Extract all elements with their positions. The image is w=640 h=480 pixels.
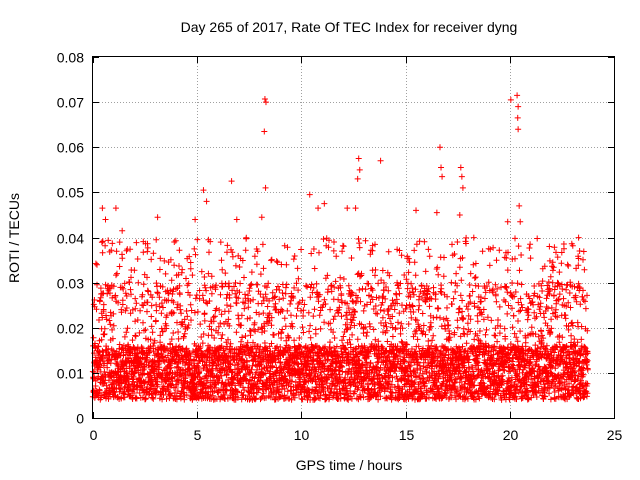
x-tick-label: 25 <box>607 427 623 443</box>
roti-peak-point <box>228 178 235 185</box>
roti-peak-point <box>436 144 443 151</box>
y-axis-label: ROTI / TECUs <box>6 193 22 283</box>
roti-peak-point <box>504 218 511 225</box>
roti-point-cloud <box>89 234 591 403</box>
roti-peak-point <box>514 114 521 121</box>
y-tick-label: 0.04 <box>57 231 84 247</box>
roti-peak-point <box>355 155 362 162</box>
roti-peak-point <box>171 239 178 246</box>
roti-peak-point <box>192 216 199 223</box>
roti-peak-point <box>413 207 420 214</box>
roti-peak-point <box>344 205 351 212</box>
roti-peak-point <box>576 248 583 255</box>
roti-peak-point <box>354 175 361 182</box>
roti-peak-point <box>514 92 521 99</box>
roti-peak-point <box>262 99 269 106</box>
roti-peak-point <box>102 216 109 223</box>
roti-peak-point <box>438 164 445 171</box>
roti-peak-point <box>321 200 328 207</box>
roti-peak-point <box>433 209 440 216</box>
y-tick-label: 0.01 <box>57 366 84 382</box>
y-tick-label: 0 <box>76 411 84 427</box>
x-axis-label: GPS time / hours <box>296 457 403 473</box>
y-tick-label: 0.03 <box>57 276 84 292</box>
roti-peak-point <box>306 191 313 198</box>
roti-peak-point <box>315 205 322 212</box>
roti-peak-point <box>456 211 463 218</box>
roti-peak-point <box>546 243 553 250</box>
x-tick-label: 15 <box>399 427 415 443</box>
roti-peak-point <box>119 227 126 234</box>
roti-peak-point <box>458 173 465 180</box>
roti-peak-point <box>439 173 446 180</box>
x-tick-label: 0 <box>90 427 98 443</box>
chart-title: Day 265 of 2017, Rate Of TEC Index for r… <box>181 19 518 35</box>
roti-peak-point <box>459 184 466 191</box>
y-tick-label: 0.02 <box>57 321 84 337</box>
roti-peak-point <box>233 216 240 223</box>
x-tick-label: 5 <box>194 427 202 443</box>
roti-peak-point <box>99 205 106 212</box>
roti-peak-point <box>507 96 514 103</box>
y-tick-label: 0.08 <box>57 50 84 66</box>
roti-peak-point <box>515 103 522 110</box>
roti-peak-point <box>356 166 363 173</box>
roti-peak-point <box>262 184 269 191</box>
roti-peak-point <box>258 214 265 221</box>
roti-peak-point <box>200 187 207 194</box>
roti-peak-point <box>261 128 268 135</box>
plot-frame <box>92 56 615 419</box>
roti-peak-point <box>560 245 567 252</box>
y-tick-label: 0.07 <box>57 95 84 111</box>
roti-peak-point <box>377 157 384 164</box>
x-tick-label: 20 <box>503 427 519 443</box>
roti-peak-point <box>112 205 119 212</box>
roti-peak-point <box>515 126 522 133</box>
roti-peak-point <box>517 218 524 225</box>
y-tick-label: 0.06 <box>57 140 84 156</box>
axis-ticks: 0 5 10 15 20 25 0 0.01 0.02 0.03 0.04 0.05 0.06 0.07 0… <box>57 50 623 444</box>
data-points <box>89 92 591 403</box>
x-tick-label: 10 <box>294 427 310 443</box>
roti-peak-point <box>352 205 359 212</box>
roti-peak-point <box>261 95 268 102</box>
y-tick-label: 0.05 <box>57 185 84 201</box>
roti-peak-point <box>203 198 210 205</box>
roti-peak-point <box>154 214 161 221</box>
roti-peak-point <box>457 164 464 171</box>
roti-peak-point <box>516 202 523 209</box>
